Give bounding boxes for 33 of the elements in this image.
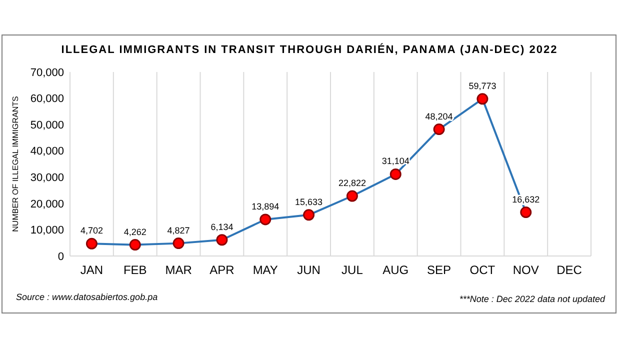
- x-tick-label: SEP: [427, 263, 452, 277]
- data-label: 15,633: [295, 196, 323, 207]
- data-label: 48,204: [425, 111, 453, 122]
- data-label: 22,822: [338, 178, 366, 188]
- y-tick-label: 70,000: [30, 66, 64, 79]
- x-tick-label: MAY: [252, 263, 278, 277]
- data-label: 59,773: [468, 80, 496, 91]
- y-tick-label: 60,000: [30, 93, 64, 106]
- y-tick-label: 30,000: [30, 172, 64, 184]
- data-label: 6,134: [210, 222, 234, 232]
- x-tick-label: NOV: [512, 263, 539, 277]
- y-tick-label: 40,000: [30, 146, 64, 158]
- y-tick-label: 0: [58, 250, 64, 263]
- text: ***Note : Dec 2022 data not updated: [459, 294, 606, 304]
- x-tick-label: AUG: [382, 263, 409, 277]
- data-label: 13,894: [252, 201, 280, 212]
- x-tick-label: JUL: [342, 263, 364, 277]
- y-tick-label: 20,000: [30, 198, 64, 210]
- x-tick-label: FEB: [123, 263, 147, 277]
- x-tick-label: DEC: [556, 263, 582, 277]
- data-label: 4,827: [167, 225, 190, 236]
- x-tick-label: JUN: [297, 263, 320, 277]
- data-label: 4,702: [80, 226, 103, 236]
- chart-title: ILLEGAL IMMIGRANTS IN TRANSIT THROUGH DARIÉN, PANAMA (JAN-DEC) 2022: [61, 43, 558, 56]
- data-label: 4,262: [124, 226, 146, 237]
- y-axis-title: NUMBER OF ILLEGAL IMMIGRANTS: [11, 96, 20, 232]
- x-tick-label: OCT: [470, 263, 496, 277]
- x-tick-label: MAR: [165, 263, 192, 277]
- source-note: Source : www.datosabiertos.gob.pa: [16, 292, 158, 302]
- x-tick-label: JAN: [80, 263, 104, 277]
- y-tick-label: 10,000: [30, 224, 64, 237]
- y-tick-label: 50,000: [30, 119, 64, 132]
- x-tick-label: APR: [210, 263, 235, 277]
